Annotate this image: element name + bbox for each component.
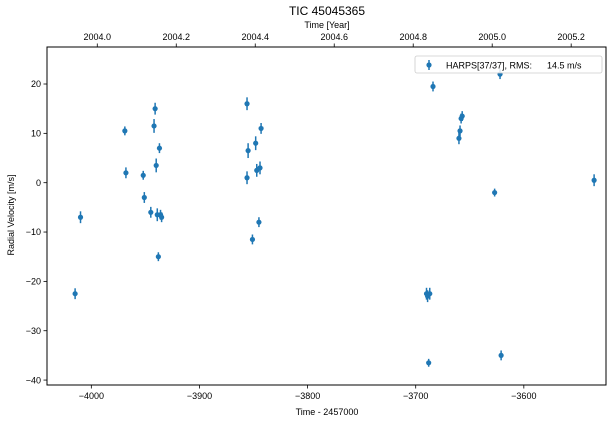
legend-label: HARPS[37/37], RMS: 14.5 m/s <box>446 61 582 71</box>
data-point <box>156 145 163 151</box>
axis-ticks: −4000 −3900 −3800 −3700 −3600 20 10 0 −10 −20 −30 −… <box>26 32 585 401</box>
legend-marker <box>426 62 432 68</box>
y-tick-label: −10 <box>26 227 41 237</box>
data-point <box>148 209 154 215</box>
legend: HARPS[37/37], RMS: 14.5 m/s <box>414 55 603 74</box>
plot-frame <box>46 46 607 386</box>
y-tick-label: −40 <box>26 375 41 385</box>
x-tick-label: −3800 <box>295 391 320 401</box>
data-point <box>244 175 250 181</box>
top-axis-label: Time [Year] <box>304 20 349 30</box>
data-point <box>492 189 498 196</box>
x-tick-label: −3700 <box>403 391 428 401</box>
legend-box <box>414 55 603 74</box>
x-tick-label: −4000 <box>79 391 104 401</box>
top-tick-label: 2004.6 <box>320 32 348 42</box>
data-point <box>591 177 597 183</box>
top-tick-label: 2004.4 <box>241 32 269 42</box>
y-tick-label: 20 <box>31 79 41 89</box>
data-point <box>456 135 462 141</box>
data-point <box>72 291 78 297</box>
top-tick-label: 2004.2 <box>162 32 190 42</box>
y-tick-label: −20 <box>26 277 41 287</box>
data-point <box>257 165 263 171</box>
y-tick-label: 10 <box>31 129 41 139</box>
data-point <box>123 170 129 176</box>
data-point <box>151 123 157 129</box>
top-tick-label: 2004.8 <box>399 32 427 42</box>
x-axis-label: Time - 2457000 <box>296 407 359 417</box>
data-point <box>498 352 504 358</box>
y-tick-label: 0 <box>36 178 41 188</box>
data-point <box>141 194 147 201</box>
data-point <box>77 214 84 220</box>
data-point <box>427 291 433 297</box>
x-tick-label: −3600 <box>511 391 536 401</box>
data-point <box>256 219 262 225</box>
data-point <box>152 106 158 112</box>
data-point <box>430 83 436 90</box>
data-point <box>459 113 465 119</box>
data-point <box>245 148 251 154</box>
data-point <box>159 214 165 220</box>
y-axis-label: Radial Velocity [m/s] <box>6 174 16 255</box>
data-point <box>153 162 159 169</box>
chart-title: TIC 45045365 <box>289 4 365 18</box>
data-point <box>258 125 264 132</box>
data-point <box>155 254 161 260</box>
x-tick-label: −3900 <box>187 391 212 401</box>
top-tick-label: 2005.0 <box>478 32 506 42</box>
top-tick-label: 2005.2 <box>557 32 585 42</box>
data-point <box>122 128 128 134</box>
data-point <box>249 236 256 243</box>
data-point <box>457 128 463 134</box>
data-point <box>244 101 250 107</box>
data-point <box>253 140 259 146</box>
y-tick-label: −30 <box>26 326 41 336</box>
top-tick-label: 2004.0 <box>84 32 112 42</box>
data-point <box>426 360 432 366</box>
data-points <box>72 69 597 367</box>
data-point <box>140 172 146 178</box>
